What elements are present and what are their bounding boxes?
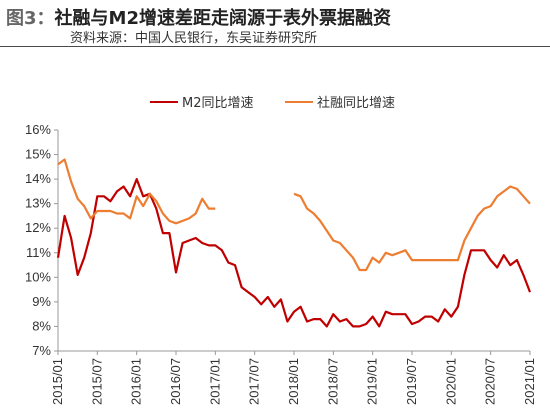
y-tick-label: 11% [26,245,51,260]
y-tick-label: 10% [25,269,51,284]
axes: 16% 15% 14% 13% 12% 11% 10% 9% 8% 7%2015/01 2015/0… [25,122,537,405]
x-tick-label: 2016/07 [168,358,183,405]
x-tick-label: 2018/07 [325,358,340,405]
legend-label-m2: M2同比增速 [182,96,254,111]
y-tick-label: 7% [32,343,51,358]
x-tick-label: 2021/01 [522,358,537,405]
series-line-social-financing-seg0 [57,158,216,225]
x-tick-label: 2020/01 [443,358,458,405]
y-tick-label: 12% [25,220,51,235]
x-tick-label: 2016/01 [129,358,144,405]
series-line-m2-seg0 [56,178,532,328]
figure-title: 图3：社融与M2增速差距走阔源于表外票据融资 [6,4,391,29]
figure-title-text: 社融与M2增速差距走阔源于表外票据融资 [54,8,391,29]
y-tick-label: 9% [32,294,51,309]
series-line-social-financing-seg1 [293,185,531,272]
source-note: 资料来源：中国人民银行，东吴证券研究所 [70,31,318,46]
y-tick-label: 14% [25,171,51,186]
plot-area [56,158,532,328]
x-tick-label: 2015/01 [50,358,65,405]
y-tick-label: 16% [25,122,51,137]
y-tick-label: 15% [25,147,51,162]
y-tick-label: 13% [25,196,51,211]
x-tick-label: 2020/07 [483,358,498,405]
chart-legend: M2同比增速 社融同比增速 [150,95,395,111]
figure-number: 图3： [6,8,55,29]
legend-label-sf: 社融同比增速 [317,95,395,111]
x-tick-label: 2015/07 [89,358,104,405]
x-tick-label: 2017/01 [207,358,222,405]
x-tick-label: 2019/07 [404,358,419,405]
y-tick-label: 8% [32,318,51,333]
x-tick-label: 2017/07 [247,358,262,405]
x-tick-label: 2018/01 [286,358,301,405]
x-tick-label: 2019/01 [365,358,380,405]
figure-header: 图3：社融与M2增速差距走阔源于表外票据融资 资料来源：中国人民银行，东吴证券研… [0,0,550,47]
header-divider [0,46,550,47]
